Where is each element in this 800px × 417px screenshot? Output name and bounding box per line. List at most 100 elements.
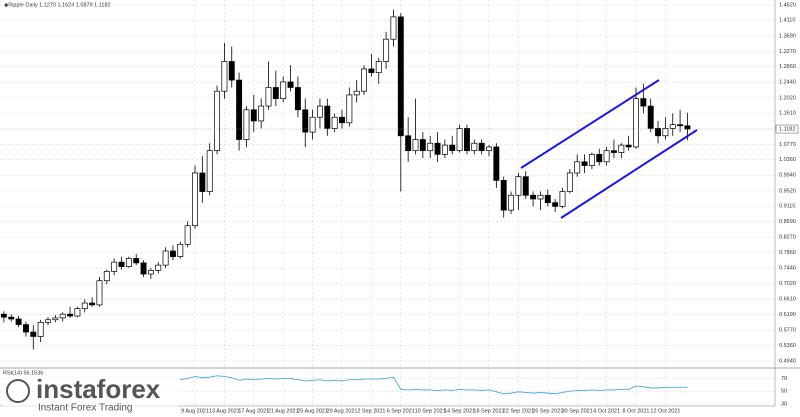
candle-body (669, 124, 676, 129)
brand-tagline: Instant Forex Trading (38, 403, 133, 414)
candle-body (397, 16, 404, 137)
channel-lower (560, 129, 698, 219)
candle-body (625, 144, 632, 148)
rsi-label: RSI(14) 56.1536 (3, 370, 43, 376)
candle-body (111, 261, 118, 272)
candle-body (221, 61, 228, 92)
y-tick-label: 1.2440 (779, 80, 796, 86)
candle-body (184, 225, 191, 245)
y-tick-label: 0.5360 (779, 343, 796, 349)
candle-body (89, 302, 96, 306)
y-tick-label: 0.9940 (779, 173, 796, 179)
candle-body (309, 116, 316, 133)
chart-header: ◆Ripple Daily 1.1270 1.1624 1.0879 1.118… (4, 2, 111, 8)
brand-name: instaforex (36, 374, 161, 404)
candle-body (280, 81, 287, 99)
candle-body (199, 172, 206, 192)
rsi-tick-label: 70 (781, 376, 787, 382)
candle-body (684, 125, 691, 130)
y-tick-label: 1.0360 (779, 157, 796, 163)
channel-upper (520, 79, 660, 169)
candle-body (170, 250, 176, 257)
y-tick-label: 0.6190 (779, 312, 796, 318)
y-tick-label: 1.2020 (779, 95, 796, 101)
candle-body (405, 135, 412, 152)
candle-body (552, 202, 559, 207)
candle-body (155, 264, 162, 271)
y-tick-label: 1.4520 (779, 2, 796, 8)
candle-body (52, 317, 59, 321)
y-tick-label: 1.4110 (779, 18, 795, 24)
candle-body (383, 38, 390, 62)
candle-body (419, 139, 426, 152)
rsi-tick-label: 50 (781, 389, 787, 395)
x-tick-label: 12 Oct 2021 (650, 408, 680, 414)
candle-body (214, 90, 220, 152)
candle-body (294, 87, 301, 111)
x-tick-label: 4 Oct 2021 (593, 408, 620, 414)
last-price-label: 1.1182 (779, 126, 795, 132)
x-tick-label: 29 Aug 2021 (327, 408, 358, 414)
candle-body (331, 116, 338, 129)
last-price-box (775, 124, 799, 134)
x-tick-label: 17 Aug 2021 (238, 408, 269, 414)
y-tick-label: 0.6610 (779, 296, 796, 302)
candle-body (339, 116, 345, 124)
candle-body (74, 308, 81, 317)
y-tick-label: 0.9110 (779, 203, 795, 209)
candle-body (125, 258, 132, 267)
candle-body (162, 250, 169, 266)
candle-body (8, 316, 15, 320)
candle-body (574, 161, 581, 174)
candle-body (0, 313, 7, 318)
candle-body (265, 87, 272, 107)
candle-body (515, 176, 522, 196)
x-tick-label: 21 Aug 2021 (268, 408, 299, 414)
candle-body (375, 61, 382, 73)
candle-body (441, 144, 448, 155)
candle-body (559, 191, 566, 207)
x-tick-label: 26 Sep 2021 (532, 408, 563, 414)
x-tick-label: 22 Sep 2021 (503, 408, 534, 414)
x-tick-label: 25 Aug 2021 (297, 408, 328, 414)
candle-body (486, 146, 492, 152)
y-tick-label: 1.0770 (779, 142, 796, 148)
candle-body (530, 194, 537, 200)
candle-body (258, 105, 265, 122)
y-tick-label: 0.7020 (779, 281, 796, 287)
candle-body (133, 258, 140, 264)
candle-body (677, 124, 684, 127)
candle-body (81, 302, 88, 309)
candle-body (45, 319, 51, 323)
candle-body (633, 98, 639, 148)
candle-body (30, 331, 37, 337)
y-tick-label: 1.2860 (779, 64, 796, 70)
candle-body (566, 172, 573, 192)
y-tick-label: 0.9520 (779, 188, 796, 194)
candle-body (37, 322, 44, 337)
x-tick-label: 9 Aug 2021 (181, 408, 209, 414)
candle-body (522, 176, 529, 196)
candle-body (390, 16, 397, 40)
candle-body (272, 87, 279, 99)
candle-body (508, 194, 515, 211)
candle-body (147, 269, 154, 275)
candle-body (464, 128, 470, 152)
candle-body (177, 243, 184, 257)
y-tick-label: 0.5770 (779, 328, 796, 334)
candle-body (287, 81, 294, 88)
candle-body (588, 154, 595, 166)
candle-body (361, 68, 368, 92)
candle-body (15, 318, 22, 325)
candle-body (346, 94, 353, 124)
candle-body (23, 324, 29, 333)
rsi-tick-label: 30 (781, 401, 787, 407)
y-tick-label: 0.7860 (779, 250, 796, 256)
x-tick-label: 8 Oct 2021 (623, 408, 650, 414)
candle-body (353, 90, 360, 96)
candle-body (456, 128, 463, 152)
candle-body (192, 172, 198, 227)
x-tick-label: 10 Sep 2021 (415, 408, 446, 414)
candle-body (434, 142, 441, 155)
